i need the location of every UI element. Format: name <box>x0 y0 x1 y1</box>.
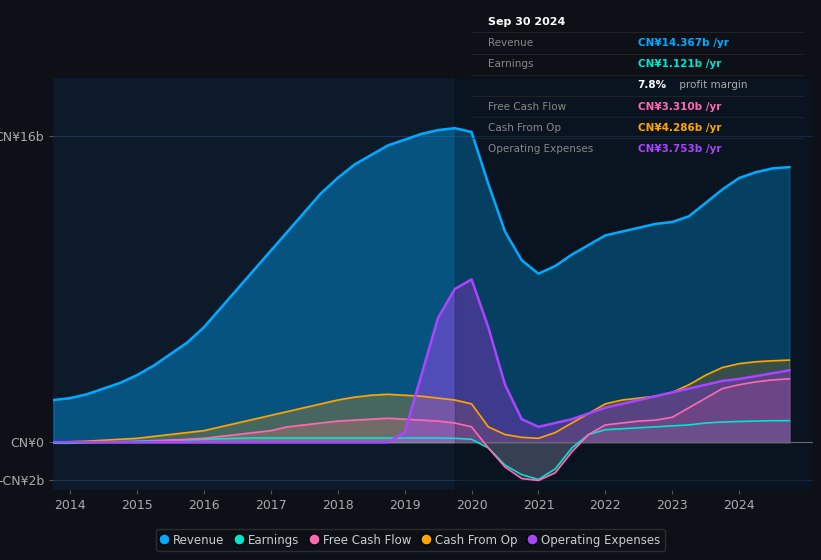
Text: 7.8%: 7.8% <box>638 81 667 90</box>
Text: CN¥14.367b /yr: CN¥14.367b /yr <box>638 38 728 48</box>
Text: Free Cash Flow: Free Cash Flow <box>488 101 566 111</box>
Text: profit margin: profit margin <box>676 81 747 90</box>
Text: Revenue: Revenue <box>488 38 533 48</box>
Text: Sep 30 2024: Sep 30 2024 <box>488 17 565 27</box>
Text: CN¥3.753b /yr: CN¥3.753b /yr <box>638 144 721 154</box>
Legend: Revenue, Earnings, Free Cash Flow, Cash From Op, Operating Expenses: Revenue, Earnings, Free Cash Flow, Cash … <box>156 529 665 551</box>
Text: CN¥4.286b /yr: CN¥4.286b /yr <box>638 123 721 133</box>
Text: Earnings: Earnings <box>488 59 534 69</box>
Text: CN¥3.310b /yr: CN¥3.310b /yr <box>638 101 721 111</box>
Bar <box>455 78 813 490</box>
Text: CN¥1.121b /yr: CN¥1.121b /yr <box>638 59 721 69</box>
Text: Operating Expenses: Operating Expenses <box>488 144 593 154</box>
Text: Cash From Op: Cash From Op <box>488 123 561 133</box>
